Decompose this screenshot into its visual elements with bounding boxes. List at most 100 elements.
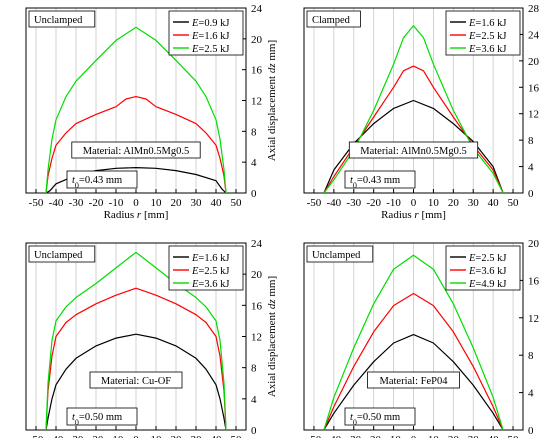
series-line-1 — [45, 167, 227, 194]
x-tick-label: 30 — [468, 434, 480, 438]
x-tick-label: -40 — [49, 197, 64, 209]
legend-entry: E=3.6 kJ — [468, 266, 506, 277]
chart-panel-4: -50 -40 -30 -20 -10 0 10 20 30 40 50 0 4 8 12 16 20 Uncla… — [303, 238, 540, 438]
x-tick-label: 30 — [191, 197, 203, 209]
x-axis-label: Radius r [mm] — [381, 209, 446, 221]
legend: E=1.6 kJ E=2.5 kJ E=3.6 kJ — [168, 245, 244, 291]
x-tick-label: -20 — [89, 434, 104, 438]
legend-entry: E=2.5 kJ — [191, 266, 229, 277]
condition-label: Unclamped — [306, 245, 374, 263]
condition-label: Clamped — [306, 10, 361, 28]
x-tick-label: 20 — [171, 197, 183, 209]
x-tick-label: 0 — [411, 434, 417, 438]
x-tick-label: -40 — [327, 197, 342, 209]
y-tick-label: 16 — [528, 275, 540, 287]
svg-text:Material: AlMn0.5Mg0.5: Material: AlMn0.5Mg0.5 — [83, 146, 189, 157]
legend-entry: E=2.5 kJ — [191, 44, 229, 55]
y-tick-label: 0 — [251, 425, 257, 437]
y-tick-label: 0 — [528, 425, 534, 437]
x-tick-label: -10 — [386, 197, 401, 209]
x-tick-label: -30 — [69, 434, 84, 438]
material-label: Material: FeP04 — [367, 371, 460, 389]
y-tick-label: 16 — [251, 300, 263, 312]
x-tick-label: -10 — [109, 197, 124, 209]
chart-panel-2: -50 -40 -30 -20 -10 0 10 20 30 40 50 0 4 8 12 16 20 24 28 C… — [303, 3, 540, 221]
legend-entry: E=2.5 kJ — [468, 253, 506, 264]
x-tick-label: 40 — [211, 434, 223, 438]
x-tick-label: 0 — [133, 434, 139, 438]
series-line-1 — [323, 334, 504, 431]
x-tick-label: 0 — [133, 197, 139, 209]
x-tick-label: -30 — [346, 197, 361, 209]
x-tick-label: 20 — [448, 434, 460, 438]
material-label: Material: Cu-OF — [89, 371, 183, 389]
x-tick-label: -10 — [386, 434, 401, 438]
x-tick-label: -20 — [366, 197, 381, 209]
y-tick-label: 12 — [528, 109, 539, 121]
y-tick-label: 8 — [528, 350, 534, 362]
x-tick-label: 50 — [231, 434, 243, 438]
y-tick-label: 24 — [251, 238, 263, 250]
y-tick-label: 0 — [251, 188, 257, 200]
legend-entry: E=3.6 kJ — [468, 44, 506, 55]
x-tick-label: -30 — [346, 434, 361, 438]
series-line-3 — [45, 26, 227, 194]
x-tick-label: -10 — [109, 434, 124, 438]
y-tick-label: 8 — [251, 363, 257, 375]
y-tick-label: 12 — [251, 96, 262, 108]
x-tick-label: -50 — [307, 434, 322, 438]
condition-label: Unclamped — [28, 10, 96, 28]
series-line-1 — [45, 333, 227, 431]
legend: E=2.5 kJ E=3.6 kJ E=4.9 kJ — [445, 245, 521, 291]
series-line-1 — [323, 99, 504, 194]
x-tick-label: 30 — [191, 434, 203, 438]
x-tick-label: -20 — [366, 434, 381, 438]
x-tick-label: 10 — [428, 197, 440, 209]
legend-entry: E=1.6 kJ — [191, 253, 229, 264]
y-tick-label: 8 — [251, 126, 257, 138]
legend: E=0.9 kJ E=1.6 kJ E=2.5 kJ — [168, 10, 244, 56]
y-tick-label: 16 — [251, 65, 263, 77]
y-tick-label: 16 — [528, 82, 540, 94]
x-tick-label: 20 — [448, 197, 460, 209]
x-tick-label: 40 — [211, 197, 223, 209]
svg-text:Material: FeP04: Material: FeP04 — [380, 376, 449, 387]
legend-entry: E=3.6 kJ — [191, 279, 229, 290]
legend: E=1.6 kJ E=2.5 kJ E=3.6 kJ — [445, 10, 521, 56]
y-tick-label: 24 — [528, 29, 540, 41]
x-tick-label: 50 — [231, 197, 243, 209]
x-tick-label: 10 — [151, 434, 163, 438]
svg-text:t0=0.43 mm: t0=0.43 mm — [72, 175, 122, 190]
y-tick-label: 20 — [528, 238, 540, 250]
svg-text:Material: AlMn0.5Mg0.5: Material: AlMn0.5Mg0.5 — [360, 146, 466, 157]
y-tick-label: 24 — [251, 3, 263, 15]
y-tick-label: 12 — [528, 313, 539, 325]
svg-text:Unclamped: Unclamped — [312, 250, 361, 261]
svg-text:Clamped: Clamped — [312, 15, 351, 26]
svg-text:Unclamped: Unclamped — [34, 15, 83, 26]
x-tick-label: 50 — [508, 197, 520, 209]
x-tick-label: -30 — [69, 197, 84, 209]
y-axis-label: Axial displacement dz mm] — [266, 276, 278, 397]
legend-entry: E=0.9 kJ — [191, 18, 229, 29]
x-tick-label: -20 — [89, 197, 104, 209]
x-tick-label: 50 — [508, 434, 520, 438]
x-tick-label: 30 — [468, 197, 480, 209]
y-tick-label: 20 — [528, 56, 540, 68]
x-tick-label: -40 — [327, 434, 342, 438]
y-tick-label: 8 — [528, 135, 534, 147]
x-tick-label: -50 — [307, 197, 322, 209]
thickness-label: t0=0.50 mm — [66, 407, 138, 427]
y-tick-label: 4 — [251, 157, 257, 169]
legend-entry: E=4.9 kJ — [468, 279, 506, 290]
legend-entry: E=1.6 kJ — [191, 31, 229, 42]
thickness-label: t0=0.43 mm — [344, 170, 416, 190]
legend-entry: E=1.6 kJ — [468, 18, 506, 29]
chart-panel-1: -50 -40 -30 -20 -10 0 10 20 30 40 50 0 4 8 12 16 20 24 Unc… — [25, 3, 278, 221]
y-tick-label: 28 — [528, 3, 540, 15]
x-tick-label: -50 — [29, 434, 44, 438]
material-label: Material: AlMn0.5Mg0.5 — [71, 141, 201, 159]
svg-text:Unclamped: Unclamped — [34, 250, 83, 261]
y-tick-label: 4 — [251, 394, 257, 406]
x-axis-label: Radius r [mm] — [104, 209, 169, 221]
